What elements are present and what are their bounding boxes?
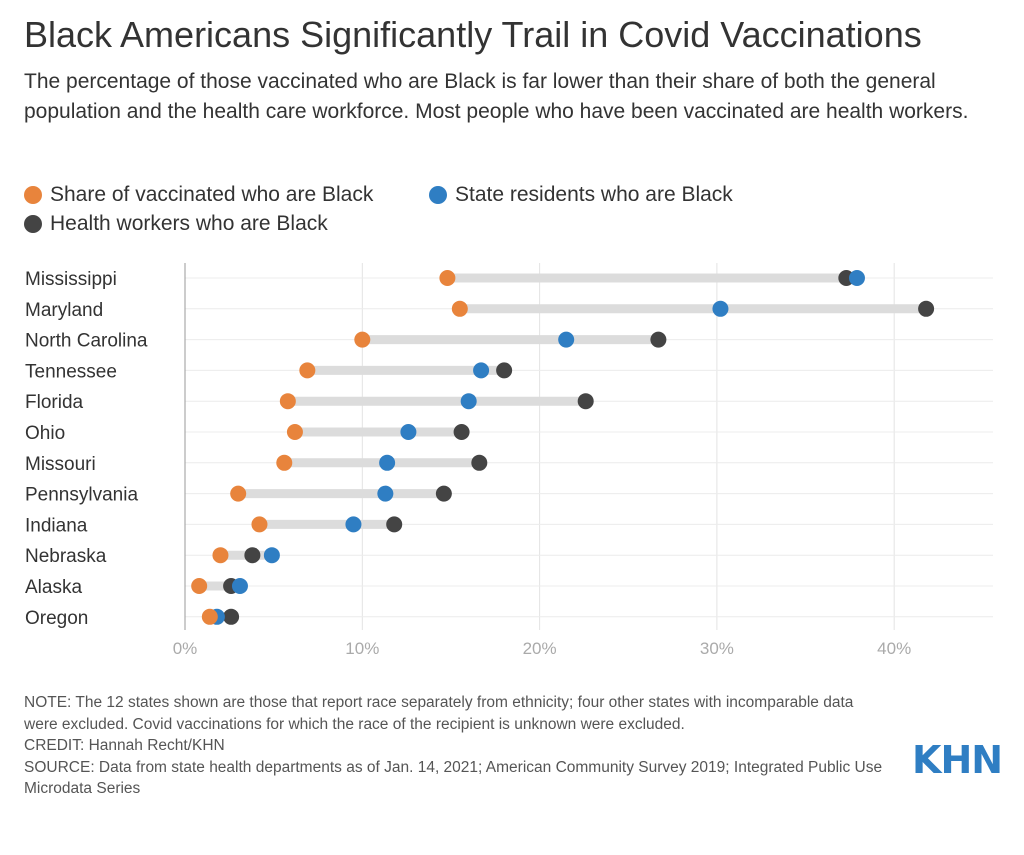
khn-logo: KHN (912, 738, 1003, 782)
legend-swatch-health-workers (24, 215, 42, 233)
dot-residents (400, 424, 417, 440)
chart-subtitle: The percentage of those vaccinated who a… (24, 70, 969, 123)
legend-item-vaccinated: Share of vaccinated who are Black (24, 183, 373, 207)
legend-item-residents: State residents who are Black (429, 183, 733, 207)
x-tick-label: 0% (173, 639, 198, 658)
dot-residents (263, 547, 280, 564)
dot-health-workers (386, 516, 403, 533)
dot-health-workers (435, 485, 452, 502)
dot-vaccinated (201, 608, 218, 625)
legend-label-health-workers: Health workers who are Black (50, 212, 328, 235)
state-label: Tennessee (25, 361, 117, 382)
dot-residents (460, 393, 477, 410)
dot-residents (231, 578, 248, 594)
dot-vaccinated (354, 331, 371, 348)
x-tick-label: 10% (345, 639, 379, 658)
dot-vaccinated (439, 270, 456, 286)
dot-residents (377, 485, 394, 502)
dot-health-workers (453, 424, 470, 440)
state-label: Pennsylvania (25, 485, 138, 506)
dot-vaccinated (212, 547, 229, 564)
dot-vaccinated (299, 362, 316, 379)
x-tick-label: 30% (700, 639, 734, 658)
x-tick-label: 20% (523, 639, 557, 658)
dot-residents (473, 362, 490, 379)
chart-title: Black Americans Significantly Trail in C… (24, 14, 922, 55)
note-text: NOTE: The 12 states shown are those that… (24, 694, 854, 733)
dot-residents (848, 270, 865, 286)
dot-vaccinated (251, 516, 268, 533)
dot-vaccinated (276, 454, 293, 471)
dot-residents (345, 516, 362, 533)
dot-vaccinated (191, 578, 208, 594)
dot-vaccinated (286, 424, 303, 440)
state-label: Florida (25, 392, 84, 413)
legend-label-vaccinated: Share of vaccinated who are Black (50, 183, 374, 206)
legend-swatch-vaccinated (24, 186, 42, 204)
state-label: Ohio (25, 423, 65, 444)
dot-health-workers (496, 362, 513, 379)
state-label: Missouri (25, 454, 96, 475)
legend-item-health-workers: Health workers who are Black (24, 212, 328, 236)
state-label: Nebraska (25, 546, 107, 567)
legend-label-residents: State residents who are Black (455, 183, 733, 206)
footnotes: NOTE: The 12 states shown are those that… (24, 692, 884, 800)
dot-health-workers (471, 454, 488, 471)
dot-health-workers (577, 393, 594, 410)
dot-health-workers (244, 547, 261, 564)
state-label: Alaska (25, 577, 82, 598)
dot-residents (558, 331, 575, 348)
dot-vaccinated (451, 300, 468, 317)
dot-vaccinated (279, 393, 296, 410)
source-text: SOURCE: Data from state health departmen… (24, 758, 883, 798)
x-tick-label: 40% (877, 639, 911, 658)
dot-health-workers (918, 300, 935, 317)
dot-health-workers (223, 608, 240, 625)
state-label: Mississippi (25, 269, 117, 290)
state-label: Maryland (25, 300, 103, 321)
state-label: Indiana (25, 515, 88, 536)
legend-swatch-residents (429, 186, 447, 204)
state-label: Oregon (25, 608, 88, 629)
state-label: North Carolina (25, 331, 148, 352)
dot-vaccinated (230, 485, 247, 502)
dot-residents (379, 454, 396, 471)
dot-residents (712, 300, 729, 317)
dot-health-workers (650, 331, 667, 348)
dot-plot: Mississippi Maryland North Carolina Tenness… (25, 263, 993, 658)
credit-text: CREDIT: Hannah Recht/KHN (24, 737, 225, 754)
